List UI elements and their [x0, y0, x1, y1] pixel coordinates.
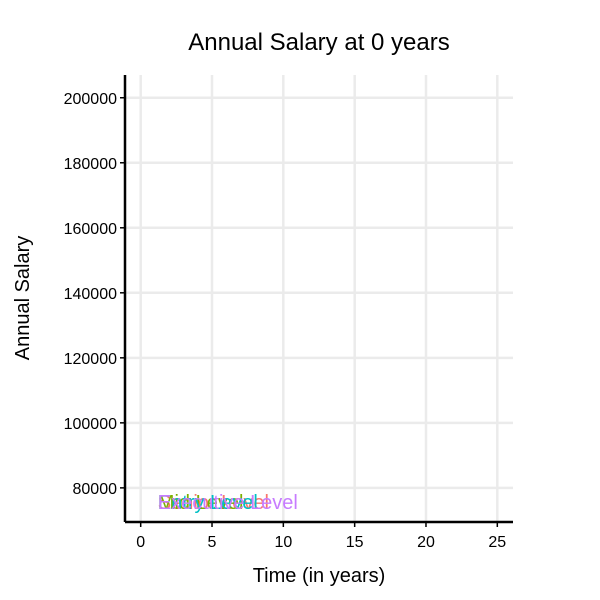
- chart-title: Annual Salary at 0 years: [188, 29, 449, 56]
- y-tick-label: 120000: [64, 351, 117, 368]
- x-tick-label: 15: [346, 534, 364, 551]
- y-tick-label: 160000: [64, 221, 117, 238]
- grid-lines: [125, 75, 513, 522]
- x-axis-title: Time (in years): [253, 565, 386, 587]
- y-tick-label: 100000: [64, 416, 117, 433]
- series-label: Mid Level: [158, 492, 244, 514]
- y-axis-title: Annual Salary: [12, 236, 34, 361]
- y-tick-label: 180000: [64, 156, 117, 173]
- x-tick-label: 20: [417, 534, 435, 551]
- y-tick-label: 200000: [64, 91, 117, 108]
- series-label: Executive Level: [158, 492, 298, 514]
- x-tick-label: 0: [136, 534, 145, 551]
- y-tick-label: 80000: [73, 481, 118, 498]
- y-tick-label: 140000: [64, 286, 117, 303]
- series-label: Senior Level: [158, 492, 269, 514]
- x-tick-label: 25: [488, 534, 506, 551]
- x-tick-label: 5: [208, 534, 217, 551]
- axis-ticks: 0 5 10 15 20 25 80000 100000 120000 140000 160000 1…: [64, 91, 507, 551]
- series-label: Entry Level: [158, 492, 258, 514]
- x-tick-label: 10: [274, 534, 292, 551]
